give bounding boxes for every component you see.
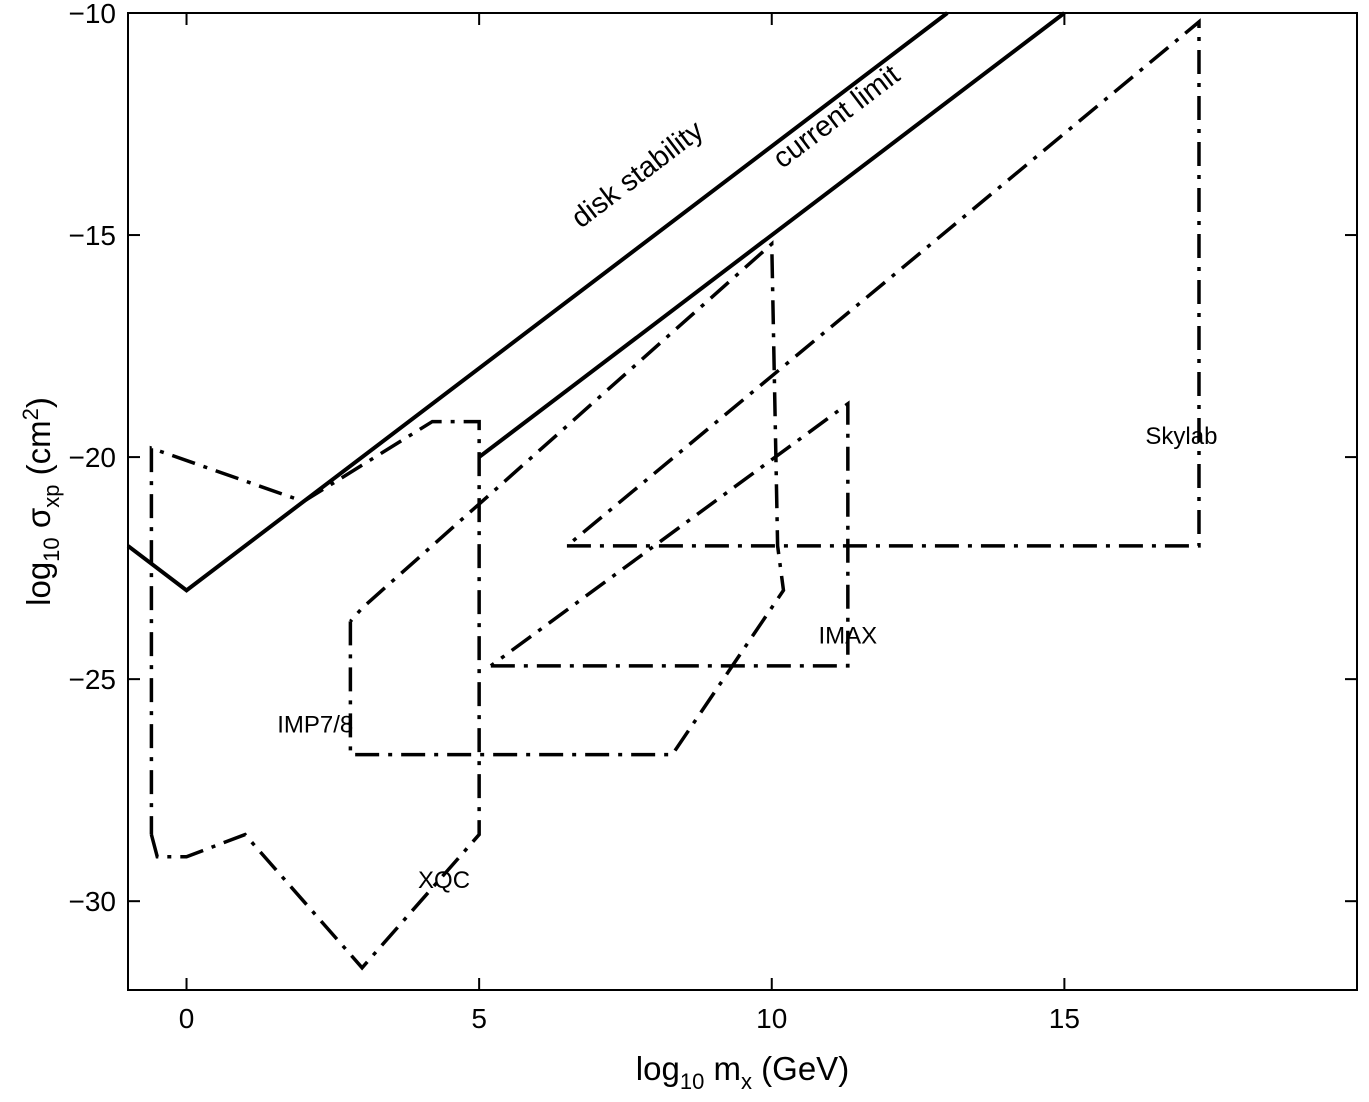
dash-dot-series-2 bbox=[149, 419, 481, 971]
y-tick-label: −10 bbox=[69, 0, 117, 29]
annotation-label: IMP7/8 bbox=[277, 711, 353, 738]
dash-dot-series-4 bbox=[489, 400, 850, 668]
plot-frame bbox=[127, 12, 1358, 991]
annotation-label: Skylab bbox=[1145, 423, 1217, 450]
annotation-label: XQC bbox=[418, 867, 470, 894]
solid-line-series-0 bbox=[126, 11, 949, 593]
dash-dot-series-3 bbox=[348, 240, 786, 757]
y-axis-title: log10 σxp (cm2) bbox=[18, 397, 64, 606]
y-tick-label: −20 bbox=[69, 442, 117, 473]
x-tick-label: 10 bbox=[756, 1003, 787, 1034]
axis-titles: log10 mx (GeV) log10 σxp (cm2) bbox=[18, 397, 849, 1094]
y-tick-label: −25 bbox=[69, 664, 117, 695]
x-tick-label: 15 bbox=[1049, 1003, 1080, 1034]
y-tick-label: −15 bbox=[69, 220, 117, 251]
plot-layer bbox=[126, 11, 1201, 971]
dash-dot-series-5 bbox=[565, 18, 1201, 548]
annotation-label: IMAX bbox=[818, 623, 877, 650]
solid-line-series-1 bbox=[477, 11, 1066, 459]
x-tick-label: 5 bbox=[471, 1003, 487, 1034]
y-tick-label: −30 bbox=[69, 886, 117, 917]
ticks-layer bbox=[128, 12, 1357, 990]
x-tick-label: 0 bbox=[179, 1003, 195, 1034]
x-axis-title: log10 mx (GeV) bbox=[636, 1050, 849, 1094]
